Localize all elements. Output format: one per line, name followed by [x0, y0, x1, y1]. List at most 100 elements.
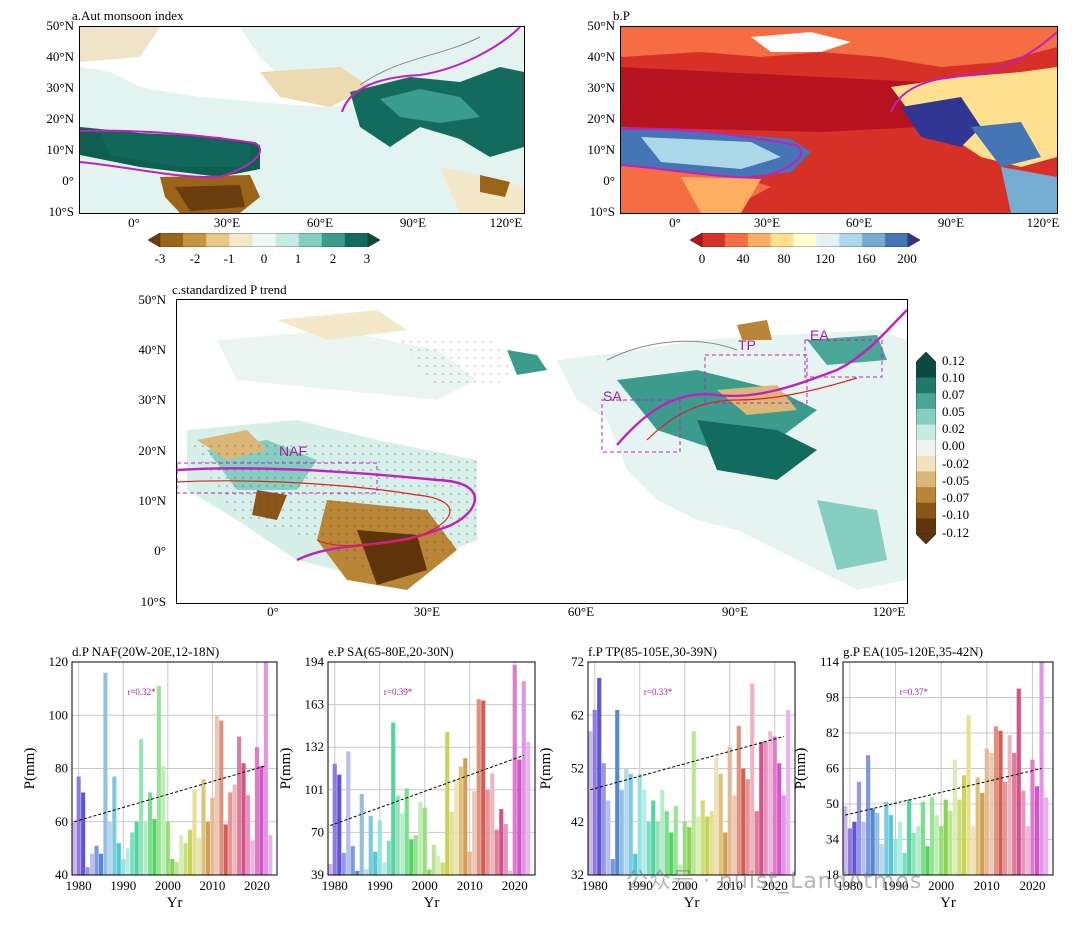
bar	[628, 773, 633, 875]
bar	[346, 751, 351, 875]
bar	[503, 824, 508, 875]
map-c-lon-tick: 0°	[267, 604, 279, 619]
bar	[156, 685, 161, 875]
bar	[386, 840, 391, 875]
bar	[925, 846, 930, 875]
y-tick-label: 72	[571, 654, 584, 669]
map-a-lon-tick: 30°E	[213, 215, 241, 230]
bar	[359, 793, 364, 875]
y-tick-label: 101	[305, 782, 325, 797]
x-axis-label: Yr	[167, 895, 183, 911]
bar	[843, 806, 848, 875]
y-tick-label: 163	[305, 697, 325, 712]
bar	[642, 789, 647, 875]
x-tick-label: 2010	[717, 878, 743, 893]
map-a-cbar-tick: 2	[329, 251, 337, 266]
colorbar-extend-high	[916, 352, 936, 363]
colorbar-segment	[160, 233, 184, 247]
colorbar-segment	[747, 233, 771, 247]
bar	[615, 709, 620, 875]
bar	[781, 795, 786, 875]
bar	[1030, 759, 1035, 875]
bar	[254, 747, 259, 875]
map-a-lon-tick: 0°	[128, 215, 140, 230]
map-c-cbar-tick: 0.10	[942, 370, 965, 385]
map-b-lon-tick: 90°E	[937, 215, 965, 230]
bar	[512, 664, 517, 875]
bar	[130, 832, 135, 875]
map-c-lat-tick: 30°N	[138, 392, 166, 407]
bar	[902, 852, 907, 875]
map-c-cbar-tick: 0.12	[942, 353, 965, 368]
bar	[422, 807, 427, 875]
bar	[696, 816, 701, 875]
map-b-cbar-tick: 40	[736, 251, 750, 266]
bar	[984, 748, 989, 875]
map-b-lon-tick: 120°E	[1026, 215, 1060, 230]
correlation-annotation: r=0.32*	[127, 687, 156, 697]
bar	[705, 816, 710, 875]
bar	[440, 862, 445, 875]
map-b-cbar-tick: 120	[815, 251, 835, 266]
bar	[948, 810, 953, 875]
bar	[521, 681, 526, 875]
map-c-cbar-tick: 0.02	[942, 421, 965, 436]
y-tick-label: 62	[571, 707, 584, 722]
bar	[134, 821, 139, 875]
map-a-lat-tick: 10°N	[46, 142, 74, 157]
colorbar-segment	[916, 362, 936, 378]
bar	[619, 789, 624, 875]
bar	[237, 736, 242, 875]
bar-chart-title: e.P SA(65-80E,20-30N)	[328, 644, 454, 659]
colorbar-segment	[275, 233, 299, 247]
bar	[870, 808, 875, 875]
map-b-lat-tick: 30°N	[587, 80, 615, 95]
bar	[750, 683, 755, 875]
bar	[98, 853, 104, 875]
x-tick-label: 1980	[66, 878, 92, 893]
bar	[624, 768, 629, 875]
bar	[490, 773, 495, 875]
map-b-lat-tick: 0°	[603, 173, 615, 188]
map-a-field	[80, 27, 524, 213]
bar	[508, 870, 513, 875]
bar	[192, 789, 197, 875]
y-tick-label: 194	[305, 654, 325, 669]
bar	[107, 821, 112, 875]
map-b-field	[621, 27, 1057, 213]
bar	[418, 802, 423, 875]
x-axis-label: Yr	[424, 895, 440, 911]
bar	[741, 768, 746, 875]
bar	[847, 828, 852, 875]
bar	[888, 815, 894, 875]
bar	[610, 859, 615, 875]
bar	[139, 739, 144, 875]
bar	[1021, 790, 1026, 875]
colorbar-segment	[839, 233, 863, 247]
colorbar-segment	[816, 233, 840, 247]
bar	[395, 795, 400, 875]
bar	[601, 763, 606, 875]
bar	[85, 867, 90, 875]
x-tick-label: 2000	[672, 878, 698, 893]
bar	[121, 859, 126, 875]
map-b-lat-tick: 40°N	[587, 49, 615, 64]
y-axis-label: P(mm)	[22, 748, 38, 790]
y-tick-label: 82	[826, 725, 839, 740]
map-a-title: a.Aut monsoon index	[72, 8, 184, 23]
bar	[907, 799, 912, 875]
bar	[427, 869, 432, 875]
bar	[723, 832, 728, 875]
bar	[409, 839, 414, 875]
y-tick-label: 52	[571, 761, 584, 776]
bar	[445, 732, 450, 875]
bar	[188, 829, 193, 875]
bar	[1016, 688, 1021, 875]
bar	[259, 765, 264, 875]
bar	[341, 853, 346, 875]
bar	[1007, 735, 1012, 875]
colorbar-segment	[885, 233, 909, 247]
trend-line	[845, 768, 1042, 816]
bar	[884, 801, 889, 875]
bar	[161, 765, 166, 875]
